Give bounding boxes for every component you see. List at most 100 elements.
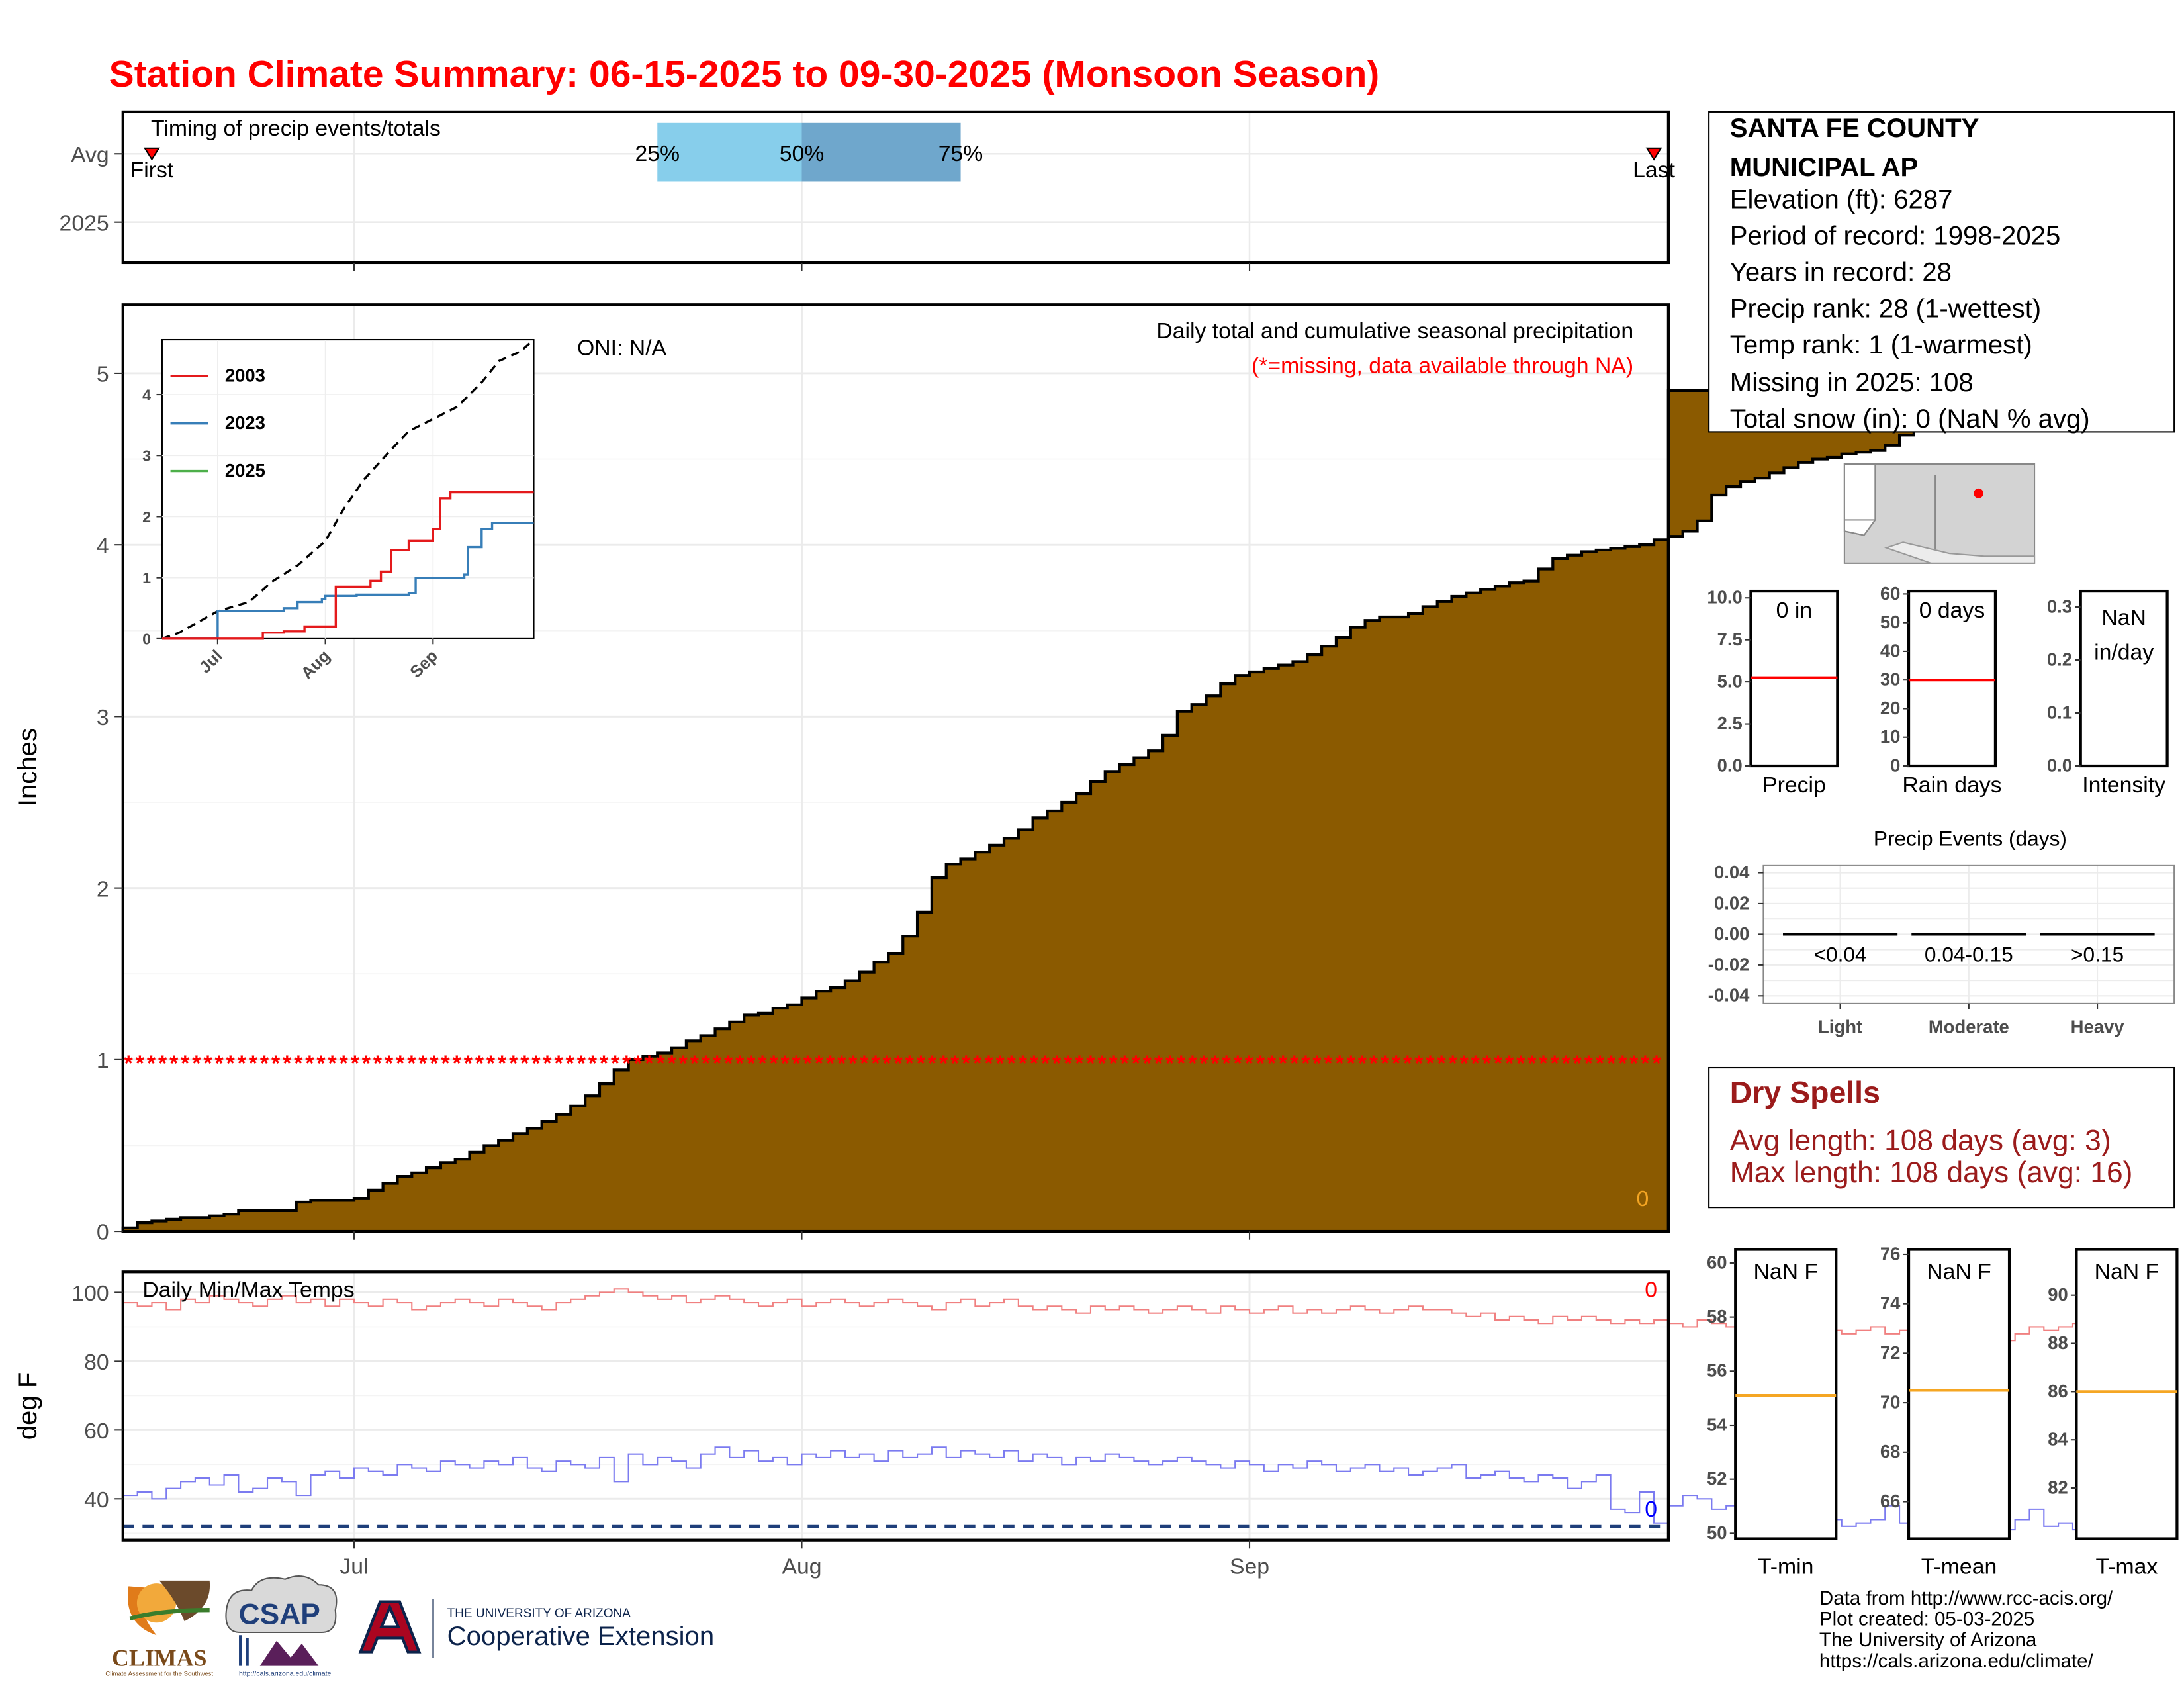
timing-q50-q75-bar [801, 122, 961, 182]
svg-text:*: * [679, 1051, 688, 1076]
legend-2025: 2025 [225, 460, 265, 481]
svg-text:*: * [1482, 1051, 1492, 1076]
svg-text:*: * [1584, 1051, 1594, 1076]
station-info-box: SANTA FE COUNTY MUNICIPAL AP Elevation (… [1708, 111, 2175, 434]
svg-text:*: * [1369, 1051, 1379, 1076]
precip-ytick-label-0: 0 [97, 1220, 109, 1245]
svg-text:*: * [203, 1051, 212, 1076]
temp-summary-label-0: T-min [1758, 1554, 1813, 1579]
inset-ytick-label-0: 0 [142, 630, 151, 647]
svg-text:*: * [1449, 1051, 1458, 1076]
svg-text:*: * [1120, 1051, 1130, 1076]
svg-text:*: * [1381, 1051, 1390, 1076]
event-ytick-1: -0.02 [1708, 954, 1750, 974]
summary-bar-precip: 0.0 2.5 5.0 7.5 10.0 0 in Precip [1707, 587, 1839, 798]
svg-text:*: * [928, 1051, 937, 1076]
svg-text:*: * [724, 1051, 733, 1076]
svg-text:*: * [1403, 1051, 1412, 1076]
temp-ylabel: deg F [13, 1372, 42, 1440]
svg-text:*: * [894, 1051, 903, 1076]
svg-text:*: * [690, 1051, 700, 1076]
event-ytick-3: 0.02 [1714, 892, 1749, 913]
precip-events-panel: Precip Events (days) <0.04 0.04-0.15 >0.15… [1708, 826, 2175, 1037]
svg-text:*: * [169, 1051, 179, 1076]
svg-text:*: * [340, 1051, 349, 1076]
svg-text:*: * [1607, 1051, 1616, 1076]
timing-row-avg: Avg [71, 142, 109, 167]
temp-summary-ytick-1-5: 76 [1880, 1243, 1901, 1264]
summary-label-0: Precip [1762, 773, 1826, 798]
timing-q50-label: 50% [780, 141, 825, 166]
svg-text:*: * [939, 1051, 948, 1076]
station-years: Years in record: 28 [1730, 258, 1952, 287]
inset-ytick-label-1: 1 [142, 569, 151, 586]
temp-summary-value-0: NaN F [1753, 1259, 1818, 1284]
min-temp-count: 0 [1645, 1497, 1657, 1522]
svg-text:*: * [1041, 1051, 1050, 1076]
svg-text:*: * [543, 1051, 552, 1076]
svg-text:*: * [1109, 1051, 1118, 1076]
inset-series-2003 [161, 491, 534, 640]
svg-text:*: * [1324, 1051, 1333, 1076]
temp-summary-ytick-0-1: 52 [1707, 1468, 1727, 1489]
svg-text:*: * [147, 1051, 156, 1076]
svg-text:*: * [305, 1051, 314, 1076]
svg-text:*: * [260, 1051, 269, 1076]
svg-text:*: * [1301, 1051, 1310, 1076]
station-missing: Missing in 2025: 108 [1730, 368, 1974, 397]
missing-data-markers: * * * * * * * * * * * * * * * * * * * * * * * * * * * * * * * * * * * * * * * *… [124, 1051, 1662, 1076]
svg-text:*: * [181, 1051, 190, 1076]
svg-text:*: * [769, 1051, 778, 1076]
temp-summary-ytick-0-4: 58 [1707, 1306, 1727, 1327]
svg-text:*: * [328, 1051, 337, 1076]
svg-text:*: * [486, 1051, 496, 1076]
svg-text:*: * [1562, 1051, 1571, 1076]
footer-line-1: Data from http://www.rcc-acis.org/ [1819, 1587, 2113, 1609]
event-ytick-4: 0.04 [1714, 862, 1750, 882]
oni-label: ONI: N/A [577, 335, 667, 360]
svg-text:*: * [1165, 1051, 1175, 1076]
temp-summary-ytick-2-0: 82 [2048, 1477, 2068, 1498]
svg-text:*: * [136, 1051, 145, 1076]
summary-bars: 0.02.55.07.510.00 inPrecip01020304050600… [1707, 583, 2169, 798]
svg-text:*: * [633, 1051, 643, 1076]
svg-text:*: * [1437, 1051, 1446, 1076]
svg-text:*: * [1086, 1051, 1095, 1076]
precip-subtitle: Daily total and cumulative seasonal prec… [1156, 318, 1633, 344]
footer-line-2: Plot created: 05-03-2025 [1819, 1608, 2034, 1630]
svg-text:*: * [1426, 1051, 1435, 1076]
temp-summary-bars: 50 52 54 56 58 60 NaN F T-min 66 68 70 72 74 76 NaN F T… [1707, 1243, 2179, 1579]
csap-logo-url: http://cals.arizona.edu/climate [239, 1669, 332, 1677]
station-period: Period of record: 1998-2025 [1730, 221, 2060, 250]
svg-text:*: * [668, 1051, 677, 1076]
precip-ytick-label-2: 2 [97, 876, 109, 902]
temp-summary-value-1: NaN F [1927, 1259, 1991, 1284]
svg-text:*: * [1267, 1051, 1277, 1076]
svg-text:*: * [645, 1051, 654, 1076]
svg-text:*: * [1019, 1051, 1028, 1076]
temp-summary-ytick-1-3: 72 [1880, 1342, 1901, 1363]
svg-text:*: * [1143, 1051, 1152, 1076]
svg-text:*: * [498, 1051, 507, 1076]
temp-summary-t-min: 50 52 54 56 58 60 NaN F T-min [1707, 1248, 1838, 1579]
svg-text:*: * [815, 1051, 824, 1076]
footer-line-3: The University of Arizona [1819, 1629, 2037, 1651]
svg-text:*: * [1210, 1051, 1220, 1076]
svg-text:*: * [555, 1051, 564, 1076]
svg-text:*: * [1279, 1051, 1288, 1076]
svg-text:*: * [1177, 1051, 1186, 1076]
svg-text:*: * [1075, 1051, 1084, 1076]
svg-text:*: * [158, 1051, 167, 1076]
svg-text:*: * [351, 1051, 360, 1076]
locator-map [1843, 463, 2036, 564]
svg-text:*: * [1030, 1051, 1039, 1076]
svg-text:*: * [226, 1051, 236, 1076]
precip-events-title: Precip Events (days) [1874, 826, 2067, 850]
dry-spells-title: Dry Spells [1730, 1075, 1880, 1109]
svg-text:*: * [713, 1051, 722, 1076]
event-range-1: 0.04-0.15 [1925, 943, 2013, 966]
precip-ylabel: Inches [13, 728, 42, 806]
svg-text:*: * [1527, 1051, 1537, 1076]
temp-panel: Daily Min/Max Temps 0 0 40 60 80 100 Jul Aug… [13, 1270, 2116, 1579]
svg-text:*: * [192, 1051, 201, 1076]
